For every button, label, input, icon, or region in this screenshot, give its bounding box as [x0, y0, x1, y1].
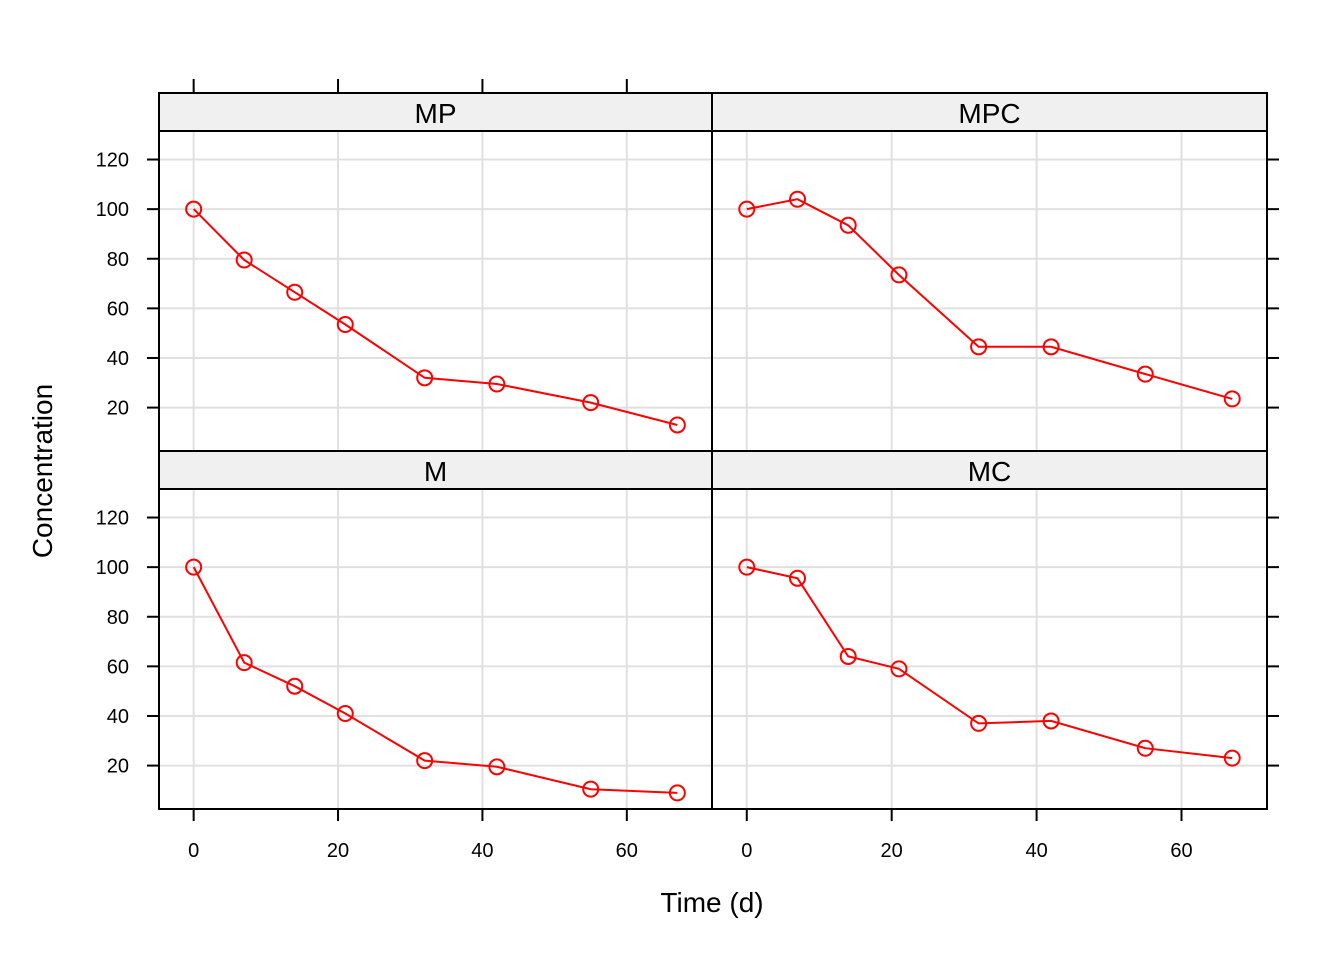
series-line-m: [192, 566, 678, 794]
strip-mc: [711, 450, 1268, 490]
y-tick-label: 100: [96, 199, 129, 221]
panel-mpc: [711, 130, 1268, 452]
y-tick-label: 40: [107, 706, 129, 728]
data-point-mpc: [1042, 338, 1060, 356]
data-point-m: [336, 704, 354, 722]
data-point-mpc: [890, 266, 908, 284]
x-tick-label: 20: [881, 840, 903, 862]
data-point-m: [582, 780, 600, 798]
y-tick-label: 100: [96, 557, 129, 579]
data-point-mp: [336, 315, 354, 333]
x-axis-title: Time (d): [660, 887, 763, 918]
y-tick-label: 60: [107, 298, 129, 320]
y-tick-label: 80: [107, 607, 129, 629]
data-point-mp: [416, 369, 434, 387]
y-tick-label: 120: [96, 508, 129, 530]
data-point-mp: [185, 200, 203, 218]
data-point-mp: [668, 416, 686, 434]
data-point-m: [416, 752, 434, 770]
data-point-mc: [738, 558, 756, 576]
series-line-mpc: [746, 198, 1233, 400]
x-tick-label: 60: [1170, 840, 1192, 862]
strip-label-mp: MP: [415, 98, 457, 129]
grid-layer: [159, 131, 1267, 809]
x-tick-label: 0: [188, 840, 199, 862]
strip-mpc: [711, 92, 1268, 132]
data-point-mc: [788, 569, 806, 587]
data-point-mpc: [788, 190, 806, 208]
data-point-mpc: [1223, 390, 1241, 408]
data-layer: [185, 190, 1241, 802]
frame-layer: MP MPC M MC: [158, 92, 1268, 810]
x-tick-label: 20: [327, 840, 349, 862]
data-point-m: [185, 558, 203, 576]
data-point-mc: [1223, 749, 1241, 767]
data-point-m: [488, 758, 506, 776]
x-tick-label: 40: [471, 840, 493, 862]
data-point-mp: [488, 375, 506, 393]
data-point-mc: [839, 647, 857, 665]
strip-mp: [158, 92, 713, 132]
data-point-mc: [890, 660, 908, 678]
data-point-mpc: [970, 338, 988, 356]
data-point-m: [235, 654, 253, 672]
y-tick-label: 60: [107, 656, 129, 678]
x-tick-label: 60: [616, 840, 638, 862]
series-line-mp: [192, 208, 678, 426]
y-tick-label: 20: [107, 398, 129, 420]
strip-label-m: M: [424, 456, 447, 487]
series-line-mc: [746, 566, 1233, 760]
strip-label-mc: MC: [968, 456, 1012, 487]
data-point-mc: [1136, 739, 1154, 757]
data-point-m: [668, 784, 686, 802]
data-point-mpc: [839, 216, 857, 234]
y-tick-label: 40: [107, 348, 129, 370]
data-point-mpc: [738, 200, 756, 218]
data-point-mpc: [1136, 365, 1154, 383]
x-tick-label: 0: [741, 840, 752, 862]
x-tick-label: 40: [1025, 840, 1047, 862]
y-tick-label: 80: [107, 249, 129, 271]
y-tick-label: 20: [107, 756, 129, 778]
y-tick-label: 120: [96, 150, 129, 172]
panel-mp: [158, 130, 713, 452]
data-point-mp: [235, 251, 253, 269]
data-point-mp: [286, 283, 304, 301]
panel-mc: [711, 488, 1268, 810]
strip-label-mpc: MPC: [958, 98, 1020, 129]
data-point-mc: [970, 714, 988, 732]
data-point-mp: [582, 394, 600, 412]
data-point-mc: [1042, 712, 1060, 730]
y-axis-title: Concentration: [27, 384, 58, 558]
data-point-m: [286, 677, 304, 695]
axis-layer: 20 40 60 80 100 120 20 40 60 80 100 120 0 20 40 60 0 20 40…: [96, 79, 1279, 862]
